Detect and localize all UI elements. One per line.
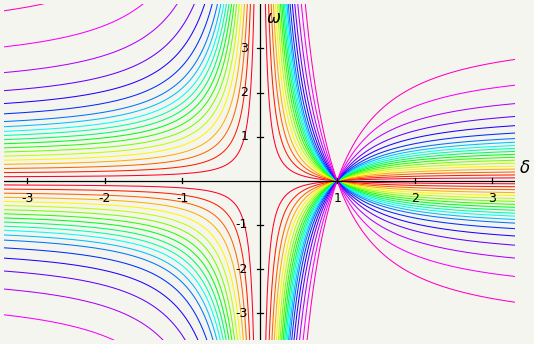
Text: -1: -1 <box>235 218 248 232</box>
Text: -3: -3 <box>235 307 248 320</box>
Text: 1: 1 <box>240 130 248 143</box>
Text: -2: -2 <box>235 263 248 276</box>
Text: -1: -1 <box>176 192 189 205</box>
Text: -2: -2 <box>99 192 111 205</box>
Text: 2: 2 <box>240 86 248 99</box>
Text: 2: 2 <box>411 192 419 205</box>
Text: -3: -3 <box>21 192 34 205</box>
Text: 3: 3 <box>488 192 496 205</box>
Text: 1: 1 <box>333 192 341 205</box>
Text: $\delta$: $\delta$ <box>519 159 531 177</box>
Text: 3: 3 <box>240 42 248 55</box>
Text: $\omega$: $\omega$ <box>266 9 281 26</box>
